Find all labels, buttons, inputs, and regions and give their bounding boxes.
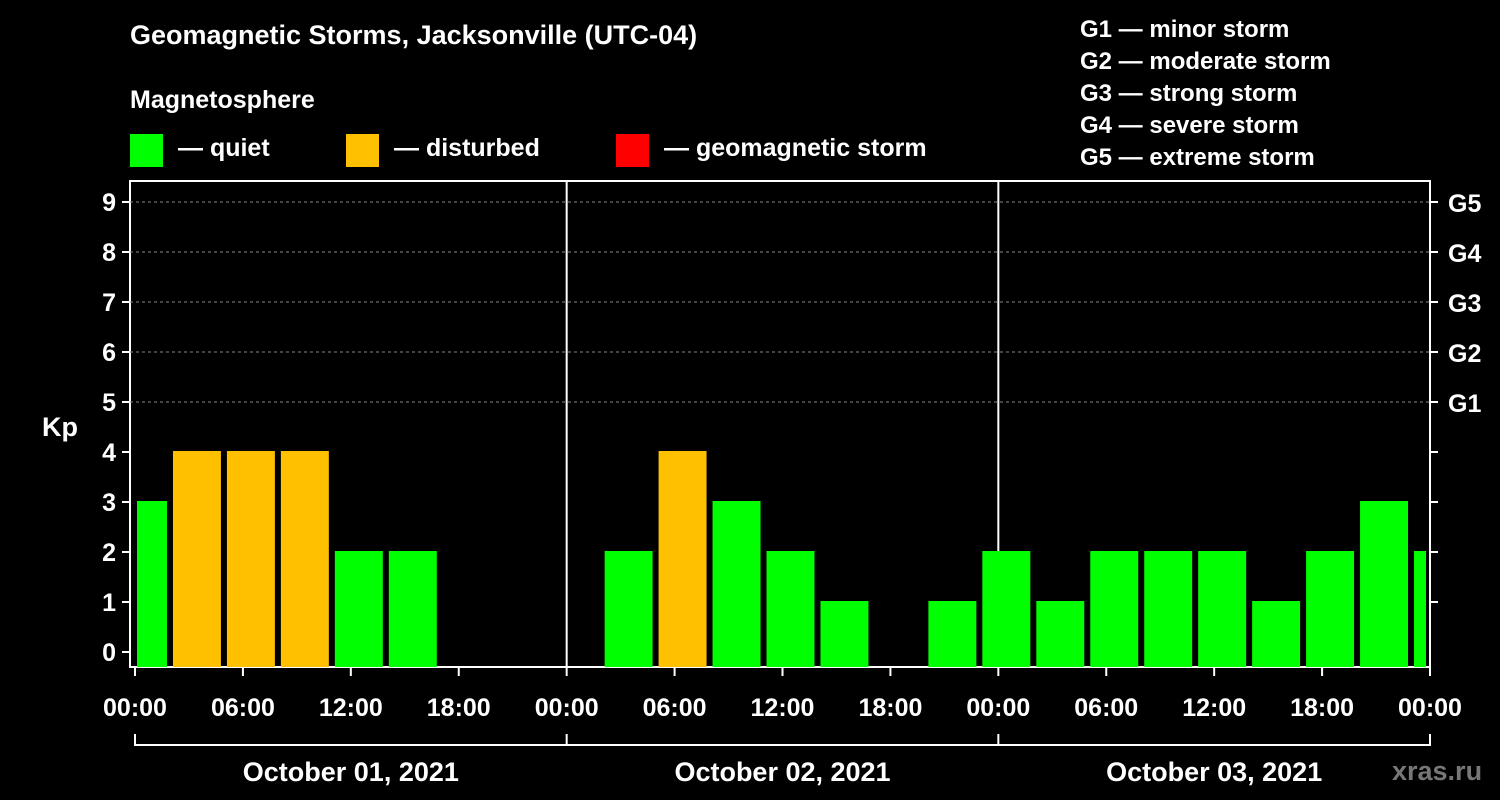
legend-swatch-storm — [616, 134, 649, 167]
y-tick-label: 5 — [102, 389, 116, 417]
kp-bar-16 — [1198, 551, 1247, 667]
kp-bar-8 — [712, 501, 761, 667]
date-label: October 03, 2021 — [1106, 757, 1322, 787]
y-tick-label: 1 — [102, 589, 116, 617]
kp-bar-0 — [137, 501, 167, 667]
g-axis-label: G2 — [1448, 340, 1481, 368]
kp-bar-7 — [658, 451, 707, 667]
g-axis-label: G1 — [1448, 390, 1481, 418]
date-label: October 02, 2021 — [674, 757, 890, 787]
legend-swatch-disturbed — [346, 134, 379, 167]
y-axis-label: Kp — [42, 412, 78, 442]
kp-bar-3 — [280, 451, 329, 667]
x-tick-label: 12:00 — [319, 694, 383, 722]
x-tick-label: 12:00 — [751, 694, 815, 722]
x-tick-label: 18:00 — [1290, 694, 1354, 722]
kp-bar-9 — [766, 551, 815, 667]
kp-bar-2 — [226, 451, 275, 667]
y-tick-label: 3 — [102, 489, 116, 517]
legend-subtitle: Magnetosphere — [130, 86, 315, 114]
y-tick-label: 7 — [102, 289, 116, 317]
g-scale-g4: G4 — severe storm — [1080, 112, 1299, 139]
y-tick-label: 9 — [102, 189, 116, 217]
x-tick-label: 00:00 — [966, 694, 1030, 722]
y-tick-label: 4 — [102, 439, 116, 467]
legend-item-disturbed: — disturbed — [346, 134, 586, 168]
g-scale-g3: G3 — strong storm — [1080, 80, 1298, 107]
x-tick-label: 12:00 — [1182, 694, 1246, 722]
legend-item-quiet: — quiet — [130, 134, 330, 168]
kp-bar-11 — [928, 601, 977, 667]
chart-title: Geomagnetic Storms, Jacksonville (UTC-04… — [130, 20, 698, 50]
kp-bar-15 — [1144, 551, 1193, 667]
x-tick-label: 00:00 — [1398, 694, 1462, 722]
kp-bar-5 — [388, 551, 437, 667]
g-scale-g5: G5 — extreme storm — [1080, 144, 1315, 171]
kp-bar-4 — [334, 551, 383, 667]
kp-bar-18 — [1306, 551, 1355, 667]
kp-bar-14 — [1090, 551, 1139, 667]
kp-bar-10 — [820, 601, 869, 667]
y-tick-label: 6 — [102, 339, 116, 367]
legend-item-storm: — geomagnetic storm — [616, 134, 956, 168]
y-tick-label: 2 — [102, 539, 116, 567]
kp-bar-12 — [982, 551, 1031, 667]
x-tick-label: 00:00 — [103, 694, 167, 722]
g-scale-g2: G2 — moderate storm — [1080, 48, 1331, 75]
legend-label-disturbed: — disturbed — [394, 134, 540, 162]
x-tick-label: 18:00 — [858, 694, 922, 722]
kp-bar-20 — [1414, 551, 1426, 667]
x-tick-label: 00:00 — [535, 694, 599, 722]
x-tick-label: 06:00 — [1074, 694, 1138, 722]
g-scale-g1: G1 — minor storm — [1080, 16, 1290, 43]
kp-bar-1 — [172, 451, 221, 667]
legend-label-storm: — geomagnetic storm — [664, 134, 927, 162]
legend-label-quiet: — quiet — [178, 134, 270, 162]
y-tick-label: 8 — [102, 239, 116, 267]
watermark: xras.ru — [1392, 756, 1483, 786]
g-axis-label: G5 — [1448, 190, 1481, 218]
g-axis-label: G4 — [1448, 240, 1481, 268]
x-tick-label: 06:00 — [643, 694, 707, 722]
kp-bar-13 — [1036, 601, 1085, 667]
date-label: October 01, 2021 — [243, 757, 459, 787]
x-tick-label: 06:00 — [211, 694, 275, 722]
y-tick-label: 0 — [102, 639, 116, 667]
x-tick-label: 18:00 — [427, 694, 491, 722]
g-axis-label: G3 — [1448, 290, 1481, 318]
kp-bar-19 — [1360, 501, 1409, 667]
kp-bar-6 — [604, 551, 653, 667]
g-scale-legend: G1 — minor storm G2 — moderate storm G3 … — [1080, 14, 1331, 174]
kp-bar-17 — [1252, 601, 1301, 667]
legend-swatch-quiet — [130, 134, 163, 167]
